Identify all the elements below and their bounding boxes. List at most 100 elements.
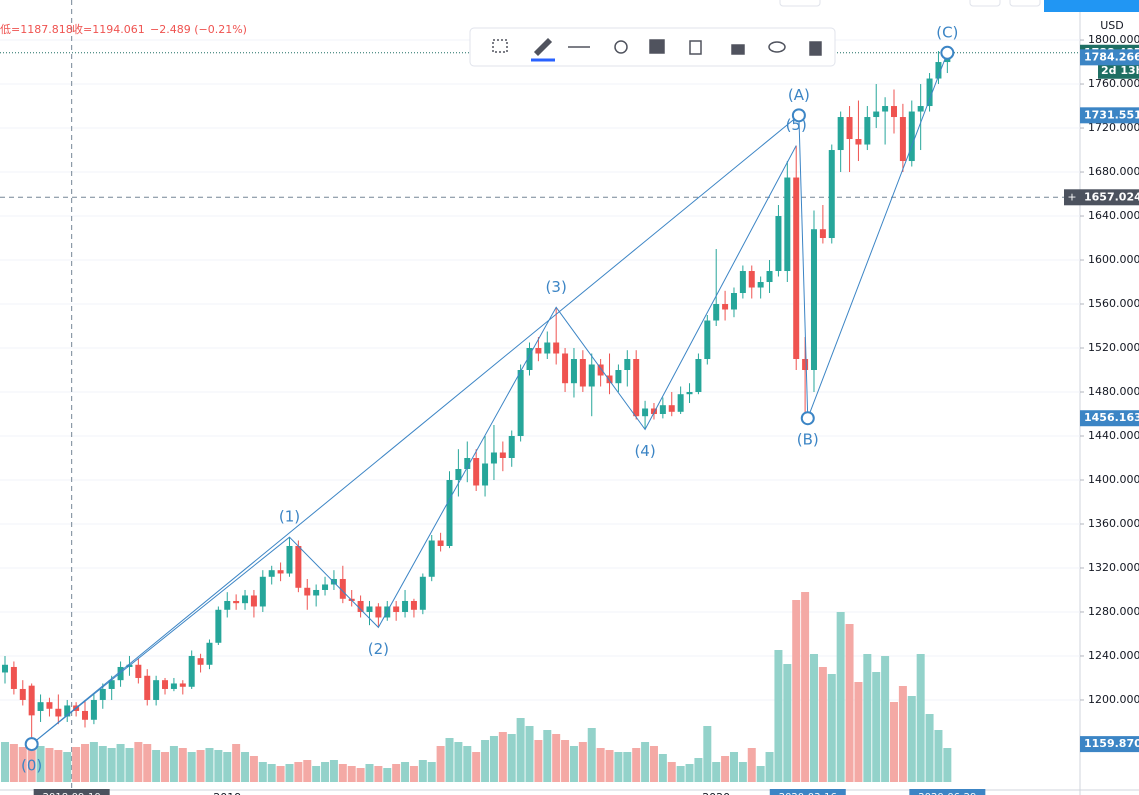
volume-bar <box>916 654 925 782</box>
info-low: 低=1187.818 <box>0 23 73 36</box>
candle-body <box>162 680 169 689</box>
settings[interactable] <box>614 40 628 54</box>
volume-bar <box>125 748 134 782</box>
countdown-badge <box>1098 62 1139 79</box>
volume-bar <box>765 752 774 782</box>
candle-body <box>197 658 204 665</box>
candle-body <box>259 576 266 607</box>
candle-body <box>428 540 435 577</box>
countdown: 2d 13h <box>1101 64 1139 77</box>
candle-body <box>730 293 737 310</box>
volume-bar <box>747 748 756 782</box>
candle-body <box>526 348 533 371</box>
currency: USD <box>1100 19 1124 32</box>
select-tool[interactable] <box>492 39 508 53</box>
lock[interactable] <box>731 44 745 55</box>
wave-label: (4) <box>634 442 655 460</box>
candle-body <box>722 304 729 310</box>
volume-bar <box>356 768 365 782</box>
volume-bar <box>205 748 214 782</box>
fill-tool[interactable] <box>649 39 665 54</box>
button[interactable] <box>969 0 1001 7</box>
candle-body <box>28 685 35 716</box>
volume-bar <box>552 734 561 782</box>
volume-bar <box>498 732 507 782</box>
top-buttons <box>779 0 1139 12</box>
candle-body <box>233 600 240 604</box>
volume-bar <box>881 656 890 782</box>
candle-body <box>37 702 44 711</box>
button[interactable] <box>779 0 821 7</box>
candle-body <box>748 271 755 288</box>
volume-bar <box>81 744 90 782</box>
volume-bar <box>54 750 63 782</box>
candle-body <box>659 405 666 414</box>
volume-bar <box>454 742 463 782</box>
candle-body <box>179 683 186 687</box>
candle-body <box>757 282 764 288</box>
pen-tool[interactable] <box>533 37 553 57</box>
candle-body <box>882 106 889 112</box>
volume-bar <box>605 750 614 782</box>
candle-body <box>713 304 720 321</box>
volume-bar <box>294 762 303 782</box>
volume-bar <box>925 714 934 782</box>
volume-bar <box>338 764 347 782</box>
y-tick-label: 1760.000 <box>1088 77 1139 90</box>
volume-bar <box>792 600 801 782</box>
candle-body <box>802 359 809 371</box>
price-badge <box>1080 736 1139 753</box>
candle-body <box>784 177 791 272</box>
button[interactable] <box>1009 0 1041 7</box>
candle-body <box>117 666 124 681</box>
wave-point <box>940 45 955 60</box>
volume-bar <box>196 750 205 782</box>
candle-body <box>624 359 631 371</box>
candle-body <box>19 688 26 700</box>
price-badge <box>1080 189 1139 206</box>
candle-body <box>135 664 142 678</box>
delete[interactable] <box>809 41 822 56</box>
volume-bar <box>632 748 641 782</box>
candle-body <box>570 359 577 384</box>
volume-bar <box>872 672 881 782</box>
candle-body <box>206 642 213 665</box>
candle-body <box>926 78 933 107</box>
volume-bar <box>401 762 410 782</box>
candle-body <box>917 106 924 112</box>
y-tick-label: 1600.000 <box>1088 253 1139 266</box>
volume-bar <box>685 764 694 782</box>
volume-bar <box>98 746 107 782</box>
volume-bar <box>729 752 738 782</box>
clone-tool[interactable] <box>689 40 702 55</box>
volume-bar <box>276 766 285 782</box>
y-tick-label: 1480.000 <box>1088 385 1139 398</box>
volume-bar <box>347 766 356 782</box>
volume-bar <box>463 746 472 782</box>
volume-bar <box>249 756 258 782</box>
visibility[interactable] <box>768 41 786 53</box>
volume-bar <box>623 752 632 782</box>
price-axis <box>1080 0 1139 795</box>
candle-body <box>464 457 471 469</box>
volume-bar <box>481 740 490 782</box>
candle-body <box>490 452 497 464</box>
volume-bar <box>258 762 267 782</box>
volume-bar <box>569 746 578 782</box>
volume-bar <box>774 650 783 782</box>
price-badge-label: 1657.024 <box>1084 190 1139 203</box>
volume-bar <box>9 744 18 782</box>
wave-label: (B) <box>797 431 819 449</box>
candle-body <box>544 342 551 354</box>
candle-body <box>499 452 506 458</box>
wave-label: (1) <box>279 508 300 526</box>
price-badge-label: 1456.163 <box>1084 411 1139 424</box>
y-tick-label: 1680.000 <box>1088 165 1139 178</box>
volume-bar <box>934 730 943 782</box>
volume-bar <box>836 612 845 782</box>
button[interactable] <box>1044 0 1139 12</box>
volume-bar <box>525 726 534 782</box>
volume-bar <box>507 734 516 782</box>
volume-bar <box>516 718 525 782</box>
